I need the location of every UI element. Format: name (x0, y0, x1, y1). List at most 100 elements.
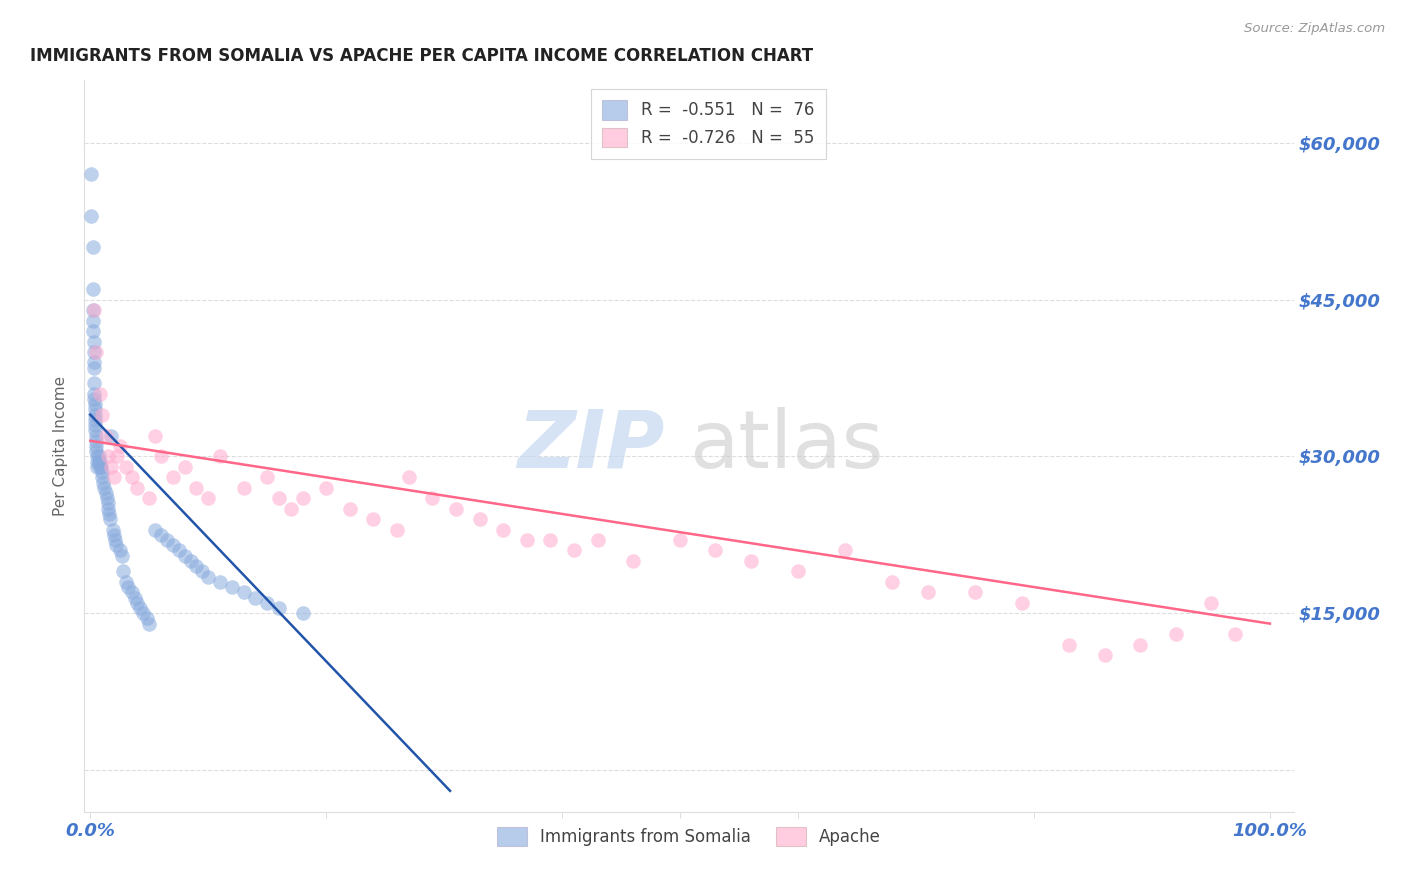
Point (621, 554, 644, 568)
Point (84, 345, 107, 359)
Point (83, 392, 105, 406)
Point (84, 418, 107, 433)
Point (492, 523, 515, 537)
Point (127, 596, 149, 610)
Legend: Immigrants from Somalia, Apache: Immigrants from Somalia, Apache (488, 819, 890, 855)
Point (94, 428, 117, 442)
Point (267, 601, 290, 615)
Point (108, 439, 131, 453)
Point (291, 491, 314, 506)
Point (80, 209, 103, 223)
Point (963, 585, 986, 599)
Point (150, 450, 173, 464)
Point (97, 450, 120, 464)
Point (89, 459, 111, 474)
Point (114, 574, 136, 589)
Point (84, 434, 107, 448)
Point (105, 450, 128, 464)
Point (104, 533, 127, 547)
Point (669, 533, 692, 547)
Point (91, 465, 114, 479)
Point (232, 481, 254, 495)
Point (83, 303, 105, 318)
Point (108, 543, 131, 558)
Point (91, 470, 114, 484)
Point (98, 507, 121, 521)
Point (1011, 596, 1033, 610)
Point (117, 580, 139, 594)
Point (84, 397, 107, 411)
Point (1129, 638, 1152, 652)
Point (422, 491, 444, 506)
Point (91, 475, 114, 490)
Point (83, 334, 105, 349)
Point (180, 554, 202, 568)
Point (83, 345, 105, 359)
Point (516, 533, 538, 547)
Point (917, 585, 939, 599)
Point (444, 501, 467, 516)
Point (93, 481, 115, 495)
Point (562, 543, 585, 558)
Point (232, 585, 254, 599)
Point (191, 565, 214, 579)
Point (91, 408, 114, 422)
Point (84, 439, 107, 453)
Point (98, 512, 121, 526)
Point (740, 554, 762, 568)
Point (82, 324, 104, 338)
Point (256, 470, 278, 484)
Point (1164, 627, 1187, 641)
Y-axis label: Per Capita Income: Per Capita Income (53, 376, 69, 516)
Point (197, 491, 219, 506)
Point (135, 611, 157, 625)
Point (128, 601, 150, 615)
Point (267, 491, 290, 506)
Point (84, 408, 107, 422)
Point (538, 533, 561, 547)
Point (82, 313, 104, 327)
Point (82, 303, 104, 318)
Point (162, 470, 184, 484)
Point (173, 549, 195, 563)
Point (83, 355, 105, 369)
Point (1094, 648, 1116, 662)
Point (385, 523, 408, 537)
Point (787, 565, 810, 579)
Point (89, 455, 111, 469)
Point (103, 470, 125, 484)
Point (84, 423, 107, 437)
Point (82, 282, 104, 296)
Point (143, 428, 166, 442)
Point (208, 450, 231, 464)
Point (834, 543, 856, 558)
Point (84, 428, 107, 442)
Point (121, 585, 143, 599)
Point (97, 496, 120, 510)
Point (103, 528, 125, 542)
Point (86, 455, 108, 469)
Point (105, 538, 128, 552)
Point (112, 565, 135, 579)
Point (1223, 627, 1246, 641)
Point (173, 459, 195, 474)
Point (1199, 596, 1222, 610)
Point (221, 580, 243, 594)
Point (468, 512, 491, 526)
Point (280, 501, 302, 516)
Point (87, 455, 110, 469)
Point (363, 512, 385, 526)
Point (87, 450, 110, 464)
Point (83, 376, 105, 391)
Point (186, 559, 208, 574)
Point (84, 444, 107, 458)
Point (80, 167, 103, 181)
Point (167, 543, 190, 558)
Point (101, 523, 124, 537)
Point (84, 413, 107, 427)
Point (586, 533, 609, 547)
Point (208, 574, 231, 589)
Point (86, 459, 108, 474)
Point (138, 491, 160, 506)
Point (96, 491, 118, 506)
